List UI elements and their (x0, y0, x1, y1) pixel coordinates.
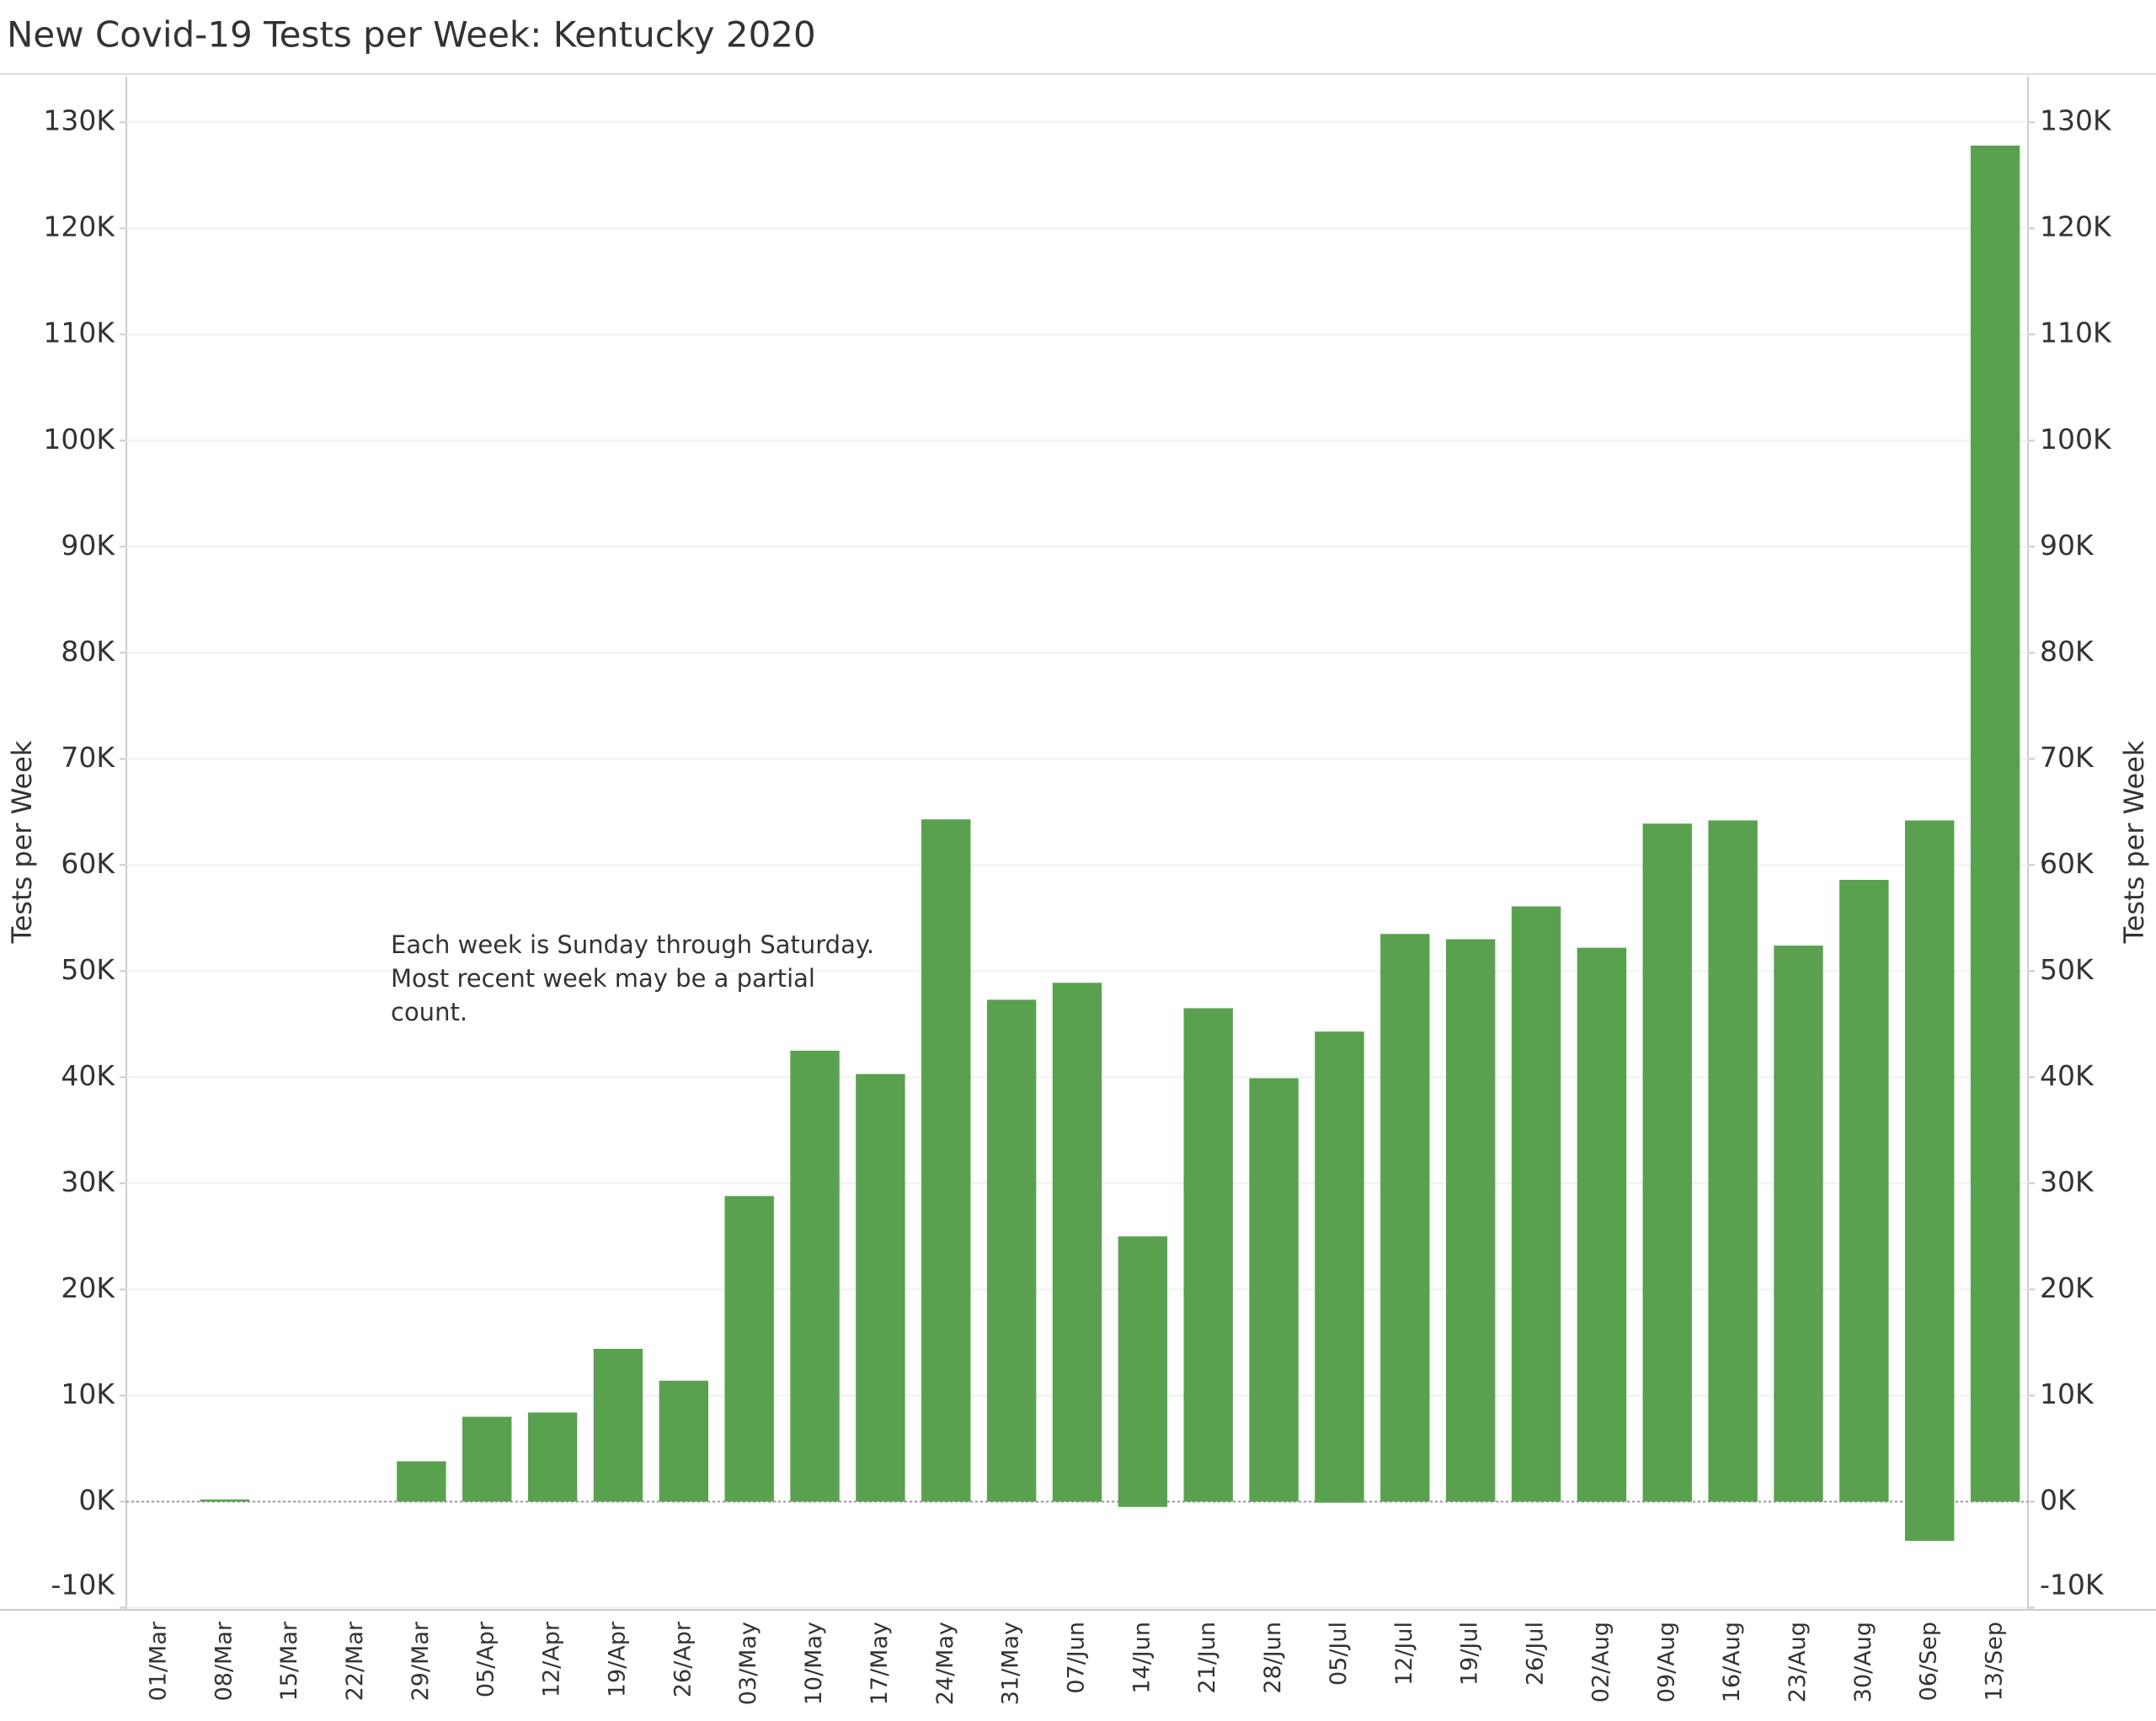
y2-tick-label: 20K (2040, 1271, 2095, 1304)
x-tick-label: 07/Jun (1064, 1622, 1090, 1694)
bar (1642, 823, 1692, 1502)
bar (1315, 1031, 1364, 1502)
y-tick-label: 80K (61, 635, 115, 668)
x-tick-label: 22/Mar (342, 1621, 368, 1701)
x-tick-label: 12/Jul (1391, 1622, 1417, 1686)
chart-title: New Covid-19 Tests per Week: Kentucky 20… (7, 14, 816, 56)
x-tick-label: 31/May (998, 1622, 1024, 1705)
y2-tick-label: 60K (2040, 847, 2095, 880)
bar (1315, 1501, 1364, 1503)
x-tick-label: 24/May (932, 1622, 958, 1705)
y2-tick-label: 120K (2040, 210, 2112, 243)
x-tick-label: 09/Aug (1653, 1622, 1679, 1702)
bar (593, 1348, 643, 1502)
y-tick-label: 10K (61, 1377, 115, 1410)
y2-axis-title: Tests per Week (2118, 740, 2150, 944)
bar (1905, 820, 1955, 1502)
y-axis-title: Tests per Week (6, 740, 38, 944)
x-tick-label: 08/Mar (211, 1621, 237, 1701)
bar (1445, 939, 1496, 1502)
annotation: Most recent week may be a partial (391, 964, 815, 993)
bar (1052, 983, 1102, 1502)
bar (986, 999, 1037, 1502)
x-tick-label: 23/Aug (1785, 1622, 1811, 1702)
bar (1183, 1008, 1233, 1502)
bar (921, 819, 971, 1502)
y2-tick-label: 90K (2040, 529, 2095, 562)
y2-tick-label: 30K (2040, 1165, 2095, 1198)
x-tick-label: 01/Mar (145, 1621, 171, 1701)
y2-tick-label: 10K (2040, 1377, 2095, 1410)
bar (1118, 1501, 1168, 1507)
y2-tick-label: -10K (2040, 1569, 2105, 1601)
y2-tick-label: 0K (2040, 1484, 2077, 1516)
y-tick-label: 30K (61, 1165, 115, 1198)
bar (462, 1416, 512, 1502)
bar (1118, 1236, 1168, 1502)
x-tick-label: 29/Mar (408, 1621, 434, 1701)
bar (790, 1050, 840, 1502)
y-tick-label: -10K (51, 1569, 115, 1601)
bar (1905, 1501, 1955, 1542)
x-tick-label: 19/Jul (1457, 1622, 1483, 1686)
bar (200, 1499, 249, 1502)
y2-tick-label: 100K (2040, 423, 2112, 456)
y-tick-label: 90K (61, 529, 115, 562)
y2-tick-label: 130K (2040, 104, 2112, 137)
y-tick-label: 130K (43, 104, 115, 137)
y-tick-label: 100K (43, 423, 115, 456)
x-tick-label: 15/Mar (276, 1621, 302, 1701)
y-tick-label: 70K (61, 741, 115, 774)
bar (1511, 906, 1561, 1502)
bar (1708, 820, 1758, 1502)
y-tick-label: 20K (61, 1271, 115, 1304)
x-tick-label: 21/Jun (1194, 1622, 1220, 1694)
x-tick-label: 19/Apr (604, 1621, 630, 1697)
x-tick-label: 28/Jun (1260, 1622, 1286, 1694)
y2-tick-label: 110K (2040, 317, 2112, 349)
x-tick-label: 16/Aug (1719, 1622, 1745, 1702)
bar (659, 1380, 709, 1502)
bar (1839, 879, 1889, 1502)
x-tick-label: 05/Apr (473, 1621, 499, 1697)
bar (1577, 947, 1627, 1502)
x-tick-label: 13/Sep (1982, 1622, 2008, 1701)
y-tick-label: 50K (61, 953, 115, 986)
y2-tick-label: 50K (2040, 953, 2095, 986)
annotation: count. (391, 998, 467, 1026)
bar (1249, 1078, 1299, 1502)
x-tick-label: 30/Aug (1850, 1622, 1876, 1702)
x-tick-label: 26/Apr (670, 1621, 696, 1697)
x-tick-label: 06/Sep (1916, 1622, 1942, 1701)
x-tick-label: 10/May (801, 1622, 827, 1705)
y-tick-label: 60K (61, 847, 115, 880)
y2-tick-label: 80K (2040, 635, 2095, 668)
y2-tick-label: 40K (2040, 1059, 2095, 1092)
bar (397, 1461, 446, 1502)
y-tick-label: 120K (43, 210, 115, 243)
x-tick-label: 05/Jul (1326, 1622, 1352, 1686)
x-tick-label: 03/May (735, 1622, 761, 1705)
y-tick-label: 110K (43, 317, 115, 349)
bar (1380, 934, 1430, 1502)
x-tick-label: 12/Apr (539, 1621, 565, 1697)
bar (1970, 145, 2020, 1502)
bar (724, 1196, 774, 1502)
y2-tick-label: 70K (2040, 741, 2095, 774)
y-tick-label: 0K (78, 1484, 115, 1516)
x-tick-label: 17/May (867, 1622, 893, 1705)
bar (1774, 946, 1823, 1502)
x-tick-label: 14/Jun (1129, 1622, 1155, 1694)
bar (527, 1412, 578, 1502)
y-tick-label: 40K (61, 1059, 115, 1092)
annotation: Each week is Sunday through Saturday. (391, 930, 874, 959)
x-tick-label: 02/Aug (1588, 1622, 1614, 1702)
bar (856, 1074, 905, 1502)
x-tick-label: 26/Jul (1523, 1622, 1549, 1686)
